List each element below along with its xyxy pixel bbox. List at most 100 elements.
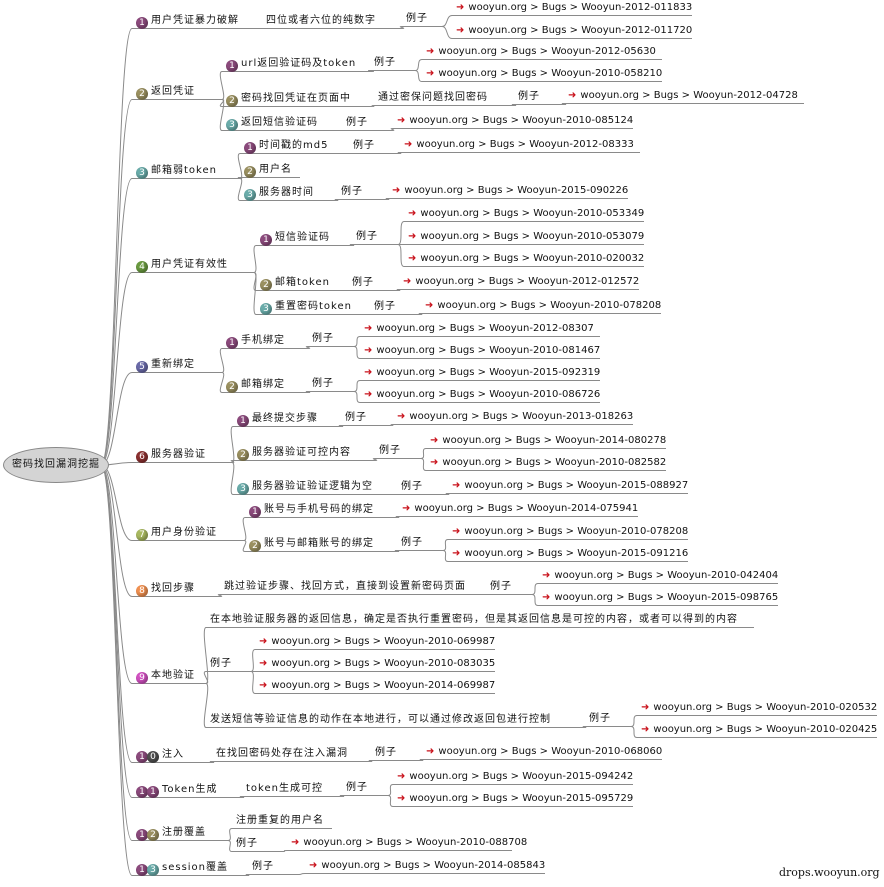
branch-node[interactable]: 1 2 注册覆盖 [132,826,228,841]
wooyun-link[interactable]: ➜ wooyun.org > Bugs > Wooyun-2014-075941 [398,502,638,517]
sub-node[interactable]: 2 密码找回凭证在页面中 [222,92,372,107]
wooyun-link[interactable]: ➜ wooyun.org > Bugs > Wooyun-2010-083035 [255,657,495,672]
wooyun-link[interactable]: ➜ wooyun.org > Bugs > Wooyun-2010-081467 [360,344,600,359]
branch-node[interactable]: 9 本地验证 [132,669,206,684]
sub-node[interactable]: 例子 [206,657,251,672]
sub-node[interactable]: 3 重置密码token [256,300,370,315]
sub-node[interactable]: 3 返回短信验证码 [222,116,342,131]
sub-node[interactable]: 3 服务器时间 [240,186,336,201]
node-label: 跳过验证步骤、找回方式，直接到设置新密码页面 [224,581,466,592]
wooyun-link[interactable]: ➜ wooyun.org > Bugs > Wooyun-2015-091216 [448,547,688,562]
wooyun-link[interactable]: ➜ wooyun.org > Bugs > Wooyun-2010-082582 [426,456,666,471]
sub-node[interactable]: 2 邮箱绑定 [222,378,308,393]
branch-node[interactable]: 7 用户身份验证 [132,526,244,541]
sub-node[interactable]: 四位或者六位的纯数字 [262,14,402,29]
branch-node[interactable]: 1 3 session覆盖 [132,861,247,876]
wooyun-link[interactable]: ➜ wooyun.org > Bugs > Wooyun-2012-012572 [399,275,639,290]
node-label: 最终提交步骤 [252,413,318,424]
wooyun-link[interactable]: ➜ wooyun.org > Bugs > Wooyun-2010-042404 [538,569,778,584]
number-badge-icon: 2 [260,279,272,291]
wooyun-link[interactable]: ➜ wooyun.org > Bugs > Wooyun-2010-078208 [421,299,661,314]
example-label: 例子 [349,139,399,154]
sub-node[interactable]: 1 短信验证码 [256,231,352,246]
sub-node[interactable]: 2 用户名 [240,163,300,178]
branch-node[interactable]: 5 重新绑定 [132,358,222,373]
wooyun-link[interactable]: ➜ wooyun.org > Bugs > Wooyun-2010-068060 [422,745,662,760]
wooyun-link[interactable]: ➜ wooyun.org > Bugs > Wooyun-2010-053079 [404,230,644,245]
connector-line [531,583,539,595]
wooyun-link[interactable]: ➜ wooyun.org > Bugs > Wooyun-2010-088708 [287,836,527,851]
wooyun-link[interactable]: ➜ wooyun.org > Bugs > Wooyun-2014-080278 [426,434,666,449]
wooyun-link[interactable]: ➜ wooyun.org > Bugs > Wooyun-2014-085843 [305,859,545,874]
connector-line [245,874,250,876]
node-label: wooyun.org > Bugs > Wooyun-2010-085124 [409,115,634,126]
wooyun-link[interactable]: ➜ wooyun.org > Bugs > Wooyun-2014-069987 [255,679,495,694]
wooyun-link[interactable]: ➜ wooyun.org > Bugs > Wooyun-2012-08333 [400,138,640,153]
connector-line [353,346,361,359]
branch-node[interactable]: 4 用户凭证有效性 [132,258,254,273]
sub-node[interactable]: 1 账号与手机号码的绑定 [245,503,397,518]
connector-line [227,840,233,852]
sub-node[interactable]: 1 最终提交步骤 [233,412,341,427]
wooyun-link[interactable]: ➜ wooyun.org > Bugs > Wooyun-2010-020032 [404,252,644,267]
wooyun-link[interactable]: ➜ wooyun.org > Bugs > Wooyun-2010-078208 [448,525,688,540]
sub-node[interactable]: 例子 [248,860,298,875]
branch-node[interactable]: 8 找回步骤 [132,582,220,597]
sub-node[interactable]: 2 服务器验证可控内容 [233,446,375,461]
wooyun-link[interactable]: ➜ wooyun.org > Bugs > Wooyun-2010-053349 [404,207,644,222]
node-label: 服务器验证验证逻辑为空 [252,481,373,492]
sub-node[interactable]: 2 账号与邮箱账号的绑定 [245,537,397,552]
node-label: wooyun.org > Bugs > Wooyun-2015-088927 [464,480,689,491]
branch-node[interactable]: 1 0 注入 [132,748,212,763]
wooyun-link[interactable]: ➜ wooyun.org > Bugs > Wooyun-2012-04728 [564,89,804,104]
wooyun-link[interactable]: ➜ wooyun.org > Bugs > Wooyun-2010-085124 [393,114,633,129]
arrow-right-icon: ➜ [364,345,373,356]
branch-node[interactable]: 2 返回凭证 [132,85,222,100]
wooyun-link[interactable]: ➜ wooyun.org > Bugs > Wooyun-2013-018263 [393,410,633,425]
wooyun-link[interactable]: ➜ wooyun.org > Bugs > Wooyun-2012-08307 [360,322,600,337]
arrow-right-icon: ➜ [542,570,551,581]
wooyun-link[interactable]: ➜ wooyun.org > Bugs > Wooyun-2010-058210 [422,67,662,82]
number-badge-icon: 3 [147,864,159,876]
number-badge-icon: 1 [260,234,272,246]
wooyun-link[interactable]: ➜ wooyun.org > Bugs > Wooyun-2015-094242 [393,770,633,785]
wooyun-link[interactable]: ➜ wooyun.org > Bugs > Wooyun-2012-011720 [452,24,692,39]
branch-node[interactable]: 1 用户凭证暴力破解 [132,14,258,29]
sub-node[interactable]: 2 邮箱token [256,276,348,291]
sub-node[interactable]: token生成可控 [242,782,342,797]
wooyun-link[interactable]: ➜ wooyun.org > Bugs > Wooyun-2010-020425 [637,723,877,738]
detail-node[interactable]: 通过密保问题找回密码 [374,91,514,106]
wooyun-link[interactable]: ➜ wooyun.org > Bugs > Wooyun-2015-088927 [448,479,688,494]
wooyun-link[interactable]: ➜ wooyun.org > Bugs > Wooyun-2015-090226 [388,184,628,199]
wooyun-link[interactable]: ➜ wooyun.org > Bugs > Wooyun-2012-05630 [422,45,662,60]
node-label: 邮箱token [275,277,330,288]
sub-node[interactable]: 发送短信等验证信息的动作在本地进行，可以通过修改返回包进行控制 [206,713,584,728]
node-label: 服务器时间 [259,187,314,198]
sub-node[interactable]: 1 手机绑定 [222,334,308,349]
sub-node[interactable]: 3 服务器验证验证逻辑为空 [233,480,397,495]
root-node[interactable]: 密码找回漏洞挖掘 [3,447,109,483]
sub-node[interactable]: 1 时间戳的md5 [240,139,348,154]
wooyun-link[interactable]: ➜ wooyun.org > Bugs > Wooyun-2010-069987 [255,635,495,650]
number-badge-icon: 1 [237,415,249,427]
wooyun-link[interactable]: ➜ wooyun.org > Bugs > Wooyun-2015-095729 [393,792,633,807]
wooyun-link[interactable]: ➜ wooyun.org > Bugs > Wooyun-2015-092319 [360,366,600,381]
sub-node[interactable]: 注册重复的用户名 [232,814,332,829]
sub-node[interactable]: 在找回密码处存在注入漏洞 [212,747,370,762]
sub-node[interactable]: 1 url返回验证码及token [222,57,372,72]
node-label: 例子 [406,13,428,24]
wooyun-link[interactable]: ➜ wooyun.org > Bugs > Wooyun-2010-086726 [360,388,600,403]
sub-node[interactable]: 例子 [232,837,282,852]
branch-node[interactable]: 6 服务器验证 [132,448,232,463]
example-label: 例子 [341,411,391,426]
connector-line [339,795,345,797]
connector-line [418,313,423,315]
wooyun-link[interactable]: ➜ wooyun.org > Bugs > Wooyun-2015-098765 [538,591,778,606]
sub-node[interactable]: 在本地验证服务器的返回信息，确定是否执行重置密码，但是其返回信息是可控的内容，或… [206,613,754,628]
wooyun-link[interactable]: ➜ wooyun.org > Bugs > Wooyun-2010-020532 [637,701,877,716]
branch-node[interactable]: 3 邮箱弱token [132,164,240,179]
node-label: 例子 [252,861,274,872]
sub-node[interactable]: 跳过验证步骤、找回方式，直接到设置新密码页面 [220,580,486,595]
wooyun-link[interactable]: ➜ wooyun.org > Bugs > Wooyun-2012-011833 [452,1,692,16]
branch-node[interactable]: 1 1 Token生成 [132,783,242,798]
